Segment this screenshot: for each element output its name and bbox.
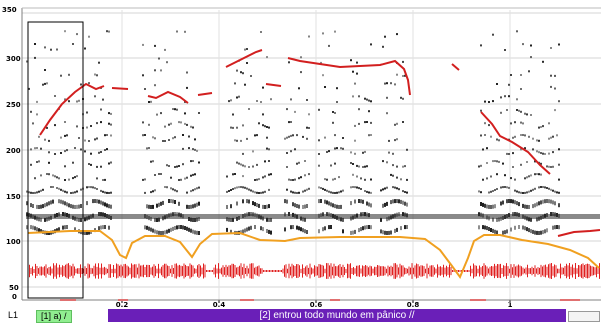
tier-segment-1[interactable]: [1] a) / bbox=[36, 310, 72, 323]
x-tick-0-2: 0.2 bbox=[116, 301, 129, 309]
spectrogram-image bbox=[26, 30, 600, 235]
x-tick-1: 1 bbox=[508, 301, 513, 309]
x-tick-0-6: 0.6 bbox=[310, 301, 323, 309]
tier-label: L1 bbox=[8, 310, 19, 320]
red-dash-markers bbox=[60, 299, 580, 301]
y-tick-50: 50 bbox=[9, 284, 19, 292]
annotation-tier: L1 [1] a) / [2] entrou todo mundo em pân… bbox=[0, 309, 601, 323]
y-axis-top-label: 350 bbox=[2, 6, 17, 14]
tier-scroll-handle[interactable] bbox=[568, 311, 600, 322]
vertical-gridlines bbox=[121, 10, 511, 300]
y-tick-100: 100 bbox=[6, 238, 21, 246]
y-tick-150: 150 bbox=[6, 193, 21, 201]
y-tick-0: 0 bbox=[12, 293, 17, 301]
horizontal-gridlines bbox=[22, 12, 601, 288]
x-tick-marks bbox=[121, 300, 511, 303]
spectrogram-plot[interactable]: 350 300 250 200 150 100 50 0 0.2 0.4 0.6… bbox=[0, 0, 601, 309]
intensity-curve bbox=[27, 230, 600, 280]
y-tick-300: 300 bbox=[6, 55, 21, 63]
y-tick-200: 200 bbox=[6, 147, 21, 155]
x-tick-0-8: 0.8 bbox=[407, 301, 420, 309]
selection-box[interactable] bbox=[27, 21, 84, 299]
waveform-trace bbox=[27, 263, 600, 279]
y-tick-250: 250 bbox=[6, 101, 21, 109]
tier-segment-2[interactable]: [2] entrou todo mundo em pânico // bbox=[108, 309, 566, 322]
pitch-contour bbox=[39, 49, 601, 237]
x-tick-0-4: 0.4 bbox=[213, 301, 226, 309]
